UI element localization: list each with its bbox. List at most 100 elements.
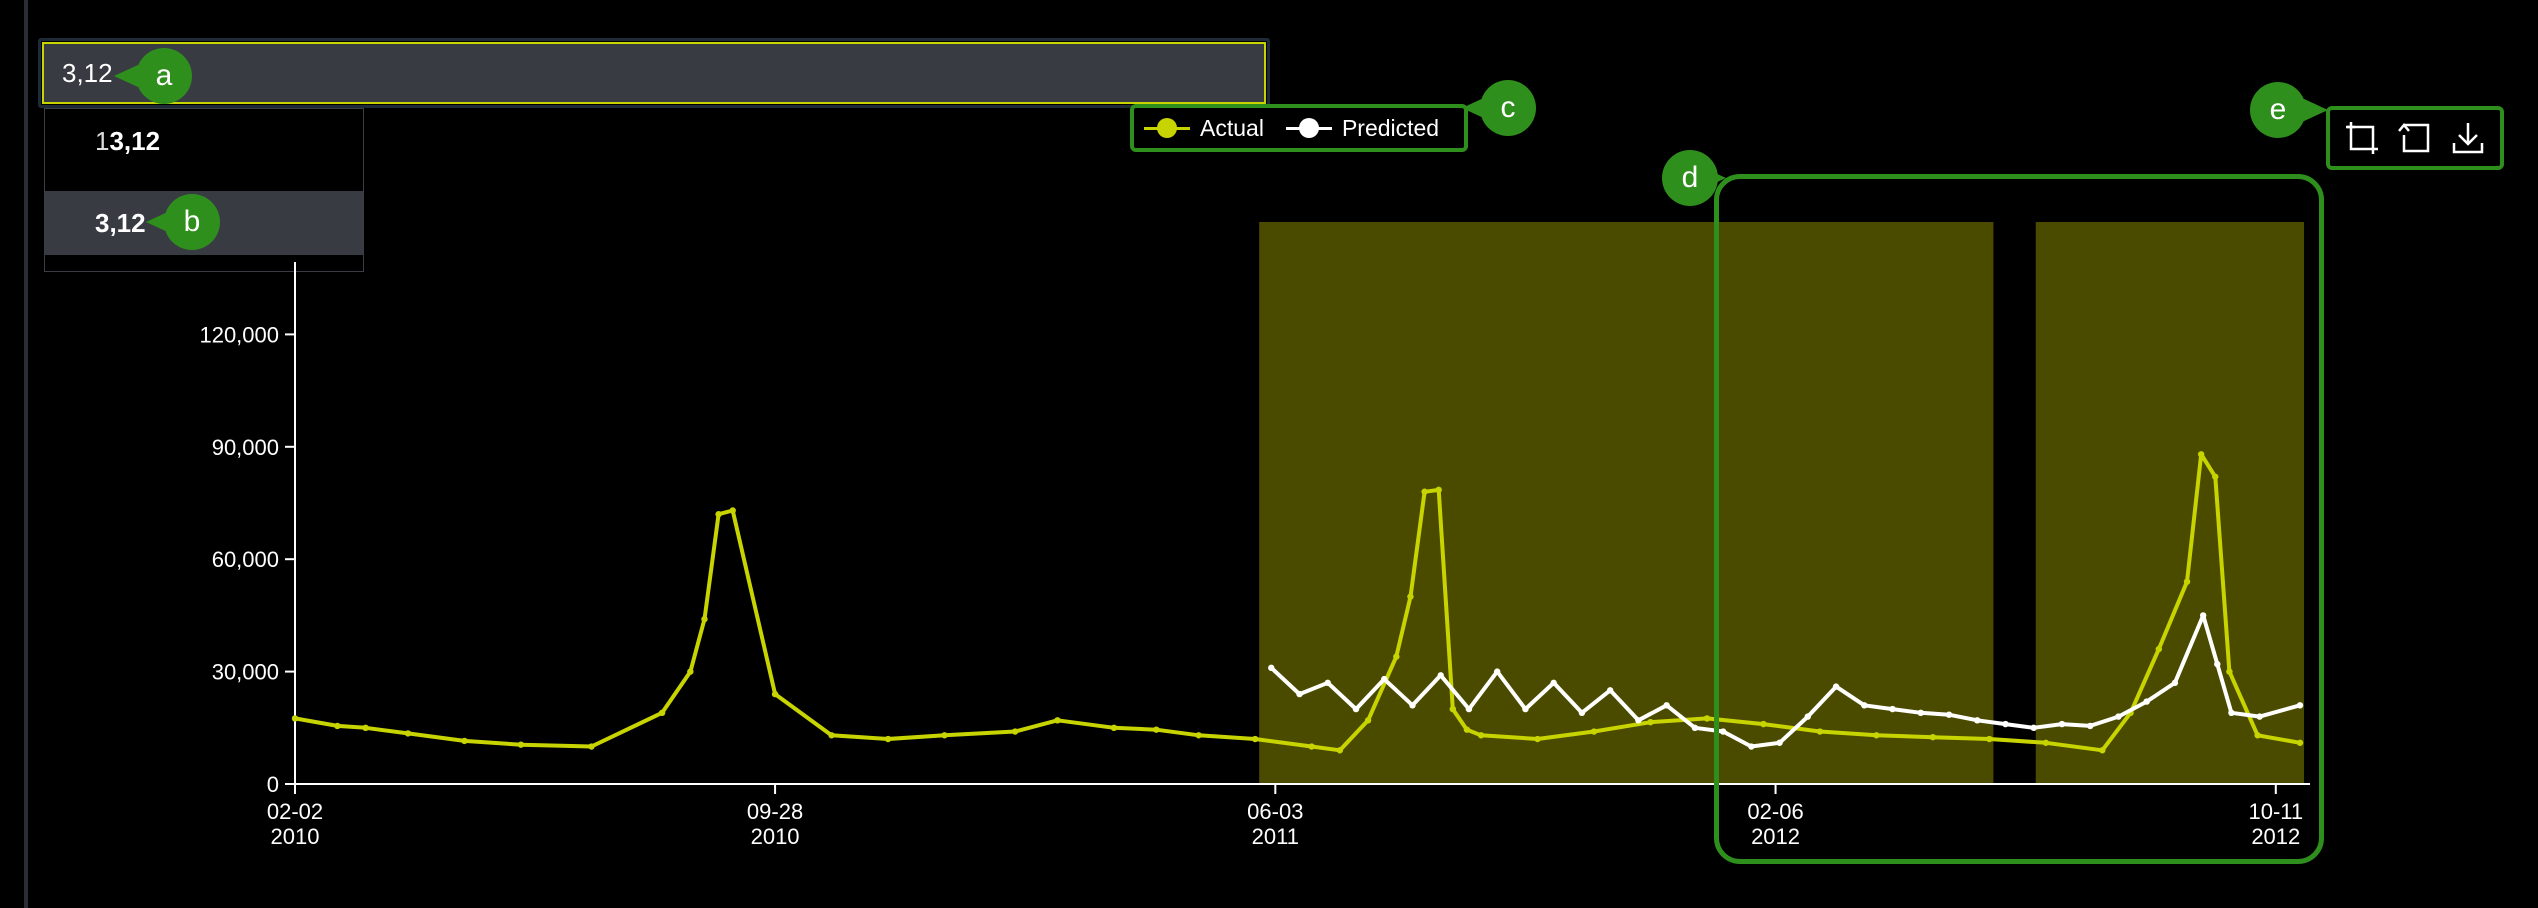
left-divider — [24, 0, 28, 908]
data-point-actual — [1534, 735, 1541, 743]
search-input[interactable] — [42, 42, 1266, 104]
data-point-predicted — [1324, 679, 1331, 687]
data-point-actual — [1393, 653, 1400, 660]
data-point-predicted — [1691, 724, 1699, 731]
data-point-predicted — [1748, 743, 1755, 750]
x-tick-label: 02-02 — [267, 799, 323, 824]
data-point-predicted — [1409, 702, 1416, 709]
data-point-predicted — [1832, 683, 1840, 690]
x-tick-labels: 02-02201009-28201006-03201102-06201210-1… — [267, 799, 2303, 849]
callout-e: e — [2250, 82, 2306, 138]
legend-item-predicted[interactable]: Predicted — [1285, 115, 1439, 142]
data-point-actual — [1986, 735, 1993, 743]
suggestion-match: 3,12 — [95, 208, 146, 238]
data-point-actual — [1251, 735, 1259, 743]
data-point-actual — [1463, 726, 1471, 733]
data-point-actual — [1308, 743, 1315, 750]
y-tick-label: 60,000 — [212, 547, 279, 572]
data-point-predicted — [1663, 702, 1670, 709]
data-point-actual — [1703, 715, 1711, 722]
data-point-predicted — [1974, 717, 1981, 724]
x-tick-year: 2010 — [271, 824, 320, 849]
y-tick-label: 90,000 — [212, 435, 279, 460]
data-point-actual — [291, 715, 299, 722]
data-point-actual — [941, 732, 948, 739]
data-point-actual — [715, 511, 722, 518]
data-point-predicted — [2002, 720, 2009, 728]
selection-highlight-d — [1714, 174, 2324, 864]
data-point-predicted — [2143, 698, 2150, 705]
y-tick-label: 0 — [267, 772, 279, 797]
legend-swatch-actual — [1144, 117, 1190, 139]
data-point-predicted — [1945, 711, 1953, 718]
data-point-predicted — [2228, 709, 2235, 717]
data-point-actual — [2212, 473, 2219, 480]
chart-series — [291, 451, 2304, 754]
data-point-actual — [1421, 488, 1428, 495]
data-point-actual — [1364, 717, 1372, 724]
data-point-actual — [1647, 718, 1654, 726]
data-point-actual — [2099, 747, 2106, 754]
reset-zoom-icon[interactable] — [2394, 117, 2436, 159]
data-point-actual — [2183, 578, 2191, 585]
y-tick-label: 30,000 — [212, 660, 279, 685]
x-tick-year: 2012 — [2251, 824, 2300, 849]
data-point-predicted — [1296, 690, 1303, 698]
data-point-predicted — [1268, 664, 1275, 672]
data-point-actual — [2254, 732, 2261, 739]
x-tick-year: 2012 — [1751, 824, 1800, 849]
legend-item-actual[interactable]: Actual — [1144, 115, 1264, 142]
data-point-actual — [771, 690, 779, 698]
data-point-predicted — [2058, 720, 2066, 728]
callout-a: a — [136, 48, 192, 104]
data-point-predicted — [1719, 728, 1727, 735]
series-line-predicted — [1269, 613, 2301, 749]
data-point-predicted — [1381, 675, 1388, 683]
data-point-predicted — [2214, 660, 2221, 668]
data-point-actual — [1110, 724, 1118, 731]
data-point-actual — [1054, 717, 1061, 724]
legend-swatch-predicted — [1285, 117, 1332, 139]
chart-toolbar — [2326, 106, 2504, 170]
data-point-actual — [1929, 733, 1937, 741]
data-point-actual — [2226, 668, 2233, 675]
callout-c: c — [1480, 80, 1536, 136]
chart-legend: Actual Predicted — [1130, 104, 1468, 152]
data-point-predicted — [1861, 702, 1868, 709]
crop-icon[interactable] — [2341, 117, 2383, 159]
data-point-actual — [334, 722, 341, 730]
data-point-predicted — [1493, 668, 1501, 675]
data-point-actual — [517, 741, 525, 748]
data-point-actual — [588, 743, 595, 750]
data-point-predicted — [1606, 687, 1614, 694]
data-point-actual — [1435, 486, 1442, 494]
callout-d: d — [1662, 150, 1718, 206]
data-point-predicted — [1437, 672, 1444, 679]
data-point-actual — [1449, 705, 1457, 713]
data-point-actual — [1873, 732, 1880, 739]
suggestion-item[interactable]: 13,12 — [45, 109, 363, 173]
data-point-actual — [461, 737, 468, 745]
x-tick-label: 02-06 — [1747, 799, 1803, 824]
data-point-actual — [2155, 645, 2163, 653]
download-icon[interactable] — [2447, 117, 2489, 159]
data-point-predicted — [2115, 713, 2122, 720]
data-point-predicted — [2296, 702, 2304, 709]
data-point-actual — [687, 668, 694, 675]
suggestion-prefix: 1 — [95, 126, 110, 156]
data-point-actual — [404, 730, 412, 737]
y-tick-label: 120,000 — [199, 322, 279, 347]
data-point-predicted — [2030, 724, 2037, 731]
search-focus-ring — [38, 38, 1270, 108]
data-point-actual — [2042, 739, 2050, 746]
callout-b: b — [164, 194, 220, 250]
data-point-predicted — [1522, 705, 1529, 713]
x-tick-label: 10-11 — [2248, 799, 2303, 824]
data-point-actual — [2296, 739, 2304, 746]
data-point-actual — [658, 709, 666, 717]
data-point-predicted — [1635, 717, 1642, 724]
data-point-actual — [828, 732, 835, 739]
data-point-predicted — [1917, 709, 1924, 717]
data-point-actual — [1407, 593, 1414, 600]
